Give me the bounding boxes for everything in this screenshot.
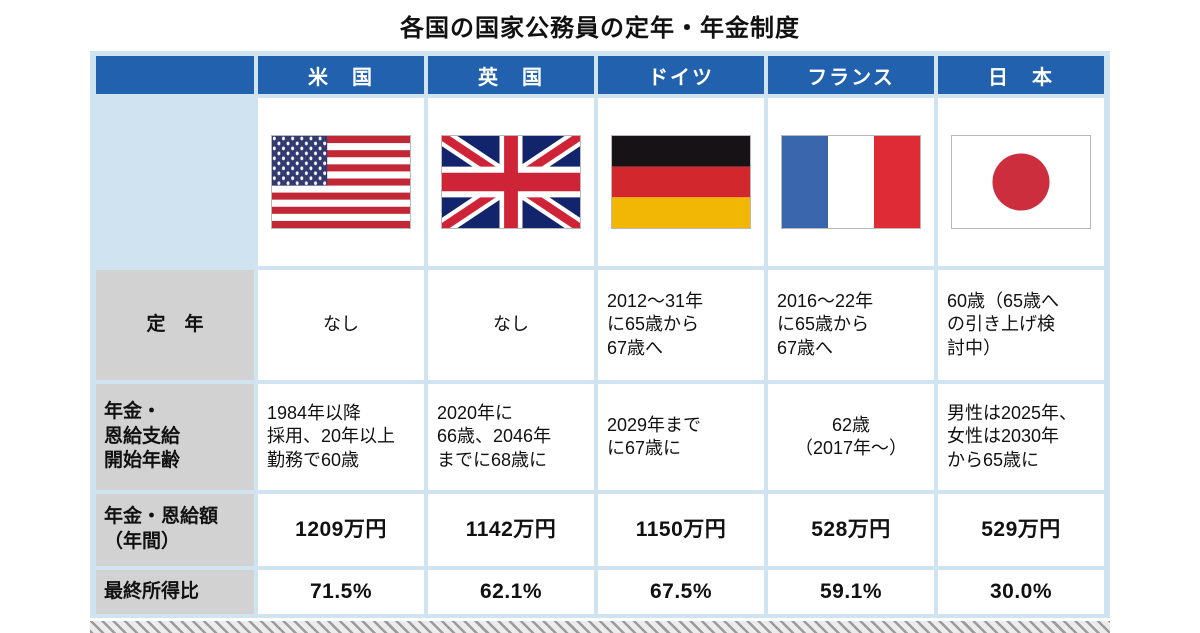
uk-flag-icon bbox=[441, 135, 581, 229]
cell-pension-start-us: 1984年以降 採用、20年以上 勤務で60歳 bbox=[258, 384, 424, 490]
table-grid: 米 国 英 国 ドイツ フランス 日 本 bbox=[96, 56, 1104, 614]
header-cell-germany: ドイツ bbox=[598, 56, 764, 94]
cell-pension-start-japan: 男性は2025年、 女性は2030年 から65歳に bbox=[938, 384, 1104, 490]
header-cell-uk: 英 国 bbox=[428, 56, 594, 94]
cell-amount-us: 1209万円 bbox=[258, 494, 424, 566]
france-flag-icon bbox=[781, 135, 921, 229]
flag-cell-france bbox=[768, 98, 934, 266]
cell-pension-start-germany: 2029年まで に67歳に bbox=[598, 384, 764, 490]
flag-cell-empty bbox=[96, 98, 254, 266]
germany-flag-icon bbox=[611, 135, 751, 229]
row-label-pension-start-age: 年金・ 恩給支給 開始年齢 bbox=[96, 384, 254, 490]
cell-retirement-france: 2016～22年 に65歳から 67歳へ bbox=[768, 270, 934, 380]
cell-amount-germany: 1150万円 bbox=[598, 494, 764, 566]
row-label-retirement-age: 定 年 bbox=[96, 270, 254, 380]
header-cell-japan: 日 本 bbox=[938, 56, 1104, 94]
cell-pension-start-uk: 2020年に 66歳、2046年 までに68歳に bbox=[428, 384, 594, 490]
header-cell-france: フランス bbox=[768, 56, 934, 94]
row-label-pension-amount: 年金・恩給額 （年間） bbox=[96, 494, 254, 566]
page-title: 各国の国家公務員の定年・年金制度 bbox=[400, 15, 800, 42]
cell-pension-start-france: 62歳 （2017年～） bbox=[768, 384, 934, 490]
cell-amount-japan: 529万円 bbox=[938, 494, 1104, 566]
cell-ratio-uk: 62.1% bbox=[428, 570, 594, 614]
cell-retirement-germany: 2012～31年 に65歳から 67歳へ bbox=[598, 270, 764, 380]
bottom-gap bbox=[90, 618, 1110, 621]
pension-table: 米 国 英 国 ドイツ フランス 日 本 bbox=[90, 51, 1110, 618]
cell-ratio-japan: 30.0% bbox=[938, 570, 1104, 614]
us-flag-icon bbox=[271, 135, 411, 229]
flag-cell-germany bbox=[598, 98, 764, 266]
cell-retirement-uk: なし bbox=[428, 270, 594, 380]
torn-edge-decoration bbox=[90, 621, 1110, 633]
cell-ratio-germany: 67.5% bbox=[598, 570, 764, 614]
cell-retirement-japan: 60歳（65歳へ の引き上げ検 討中） bbox=[938, 270, 1104, 380]
cell-ratio-us: 71.5% bbox=[258, 570, 424, 614]
japan-flag-icon bbox=[951, 135, 1091, 229]
cell-amount-france: 528万円 bbox=[768, 494, 934, 566]
flag-cell-japan bbox=[938, 98, 1104, 266]
header-cell-empty bbox=[96, 56, 254, 94]
flag-cell-us bbox=[258, 98, 424, 266]
cell-amount-uk: 1142万円 bbox=[428, 494, 594, 566]
row-label-final-income-ratio: 最終所得比 bbox=[96, 570, 254, 614]
flag-cell-uk bbox=[428, 98, 594, 266]
header-cell-us: 米 国 bbox=[258, 56, 424, 94]
cell-ratio-france: 59.1% bbox=[768, 570, 934, 614]
cell-retirement-us: なし bbox=[258, 270, 424, 380]
